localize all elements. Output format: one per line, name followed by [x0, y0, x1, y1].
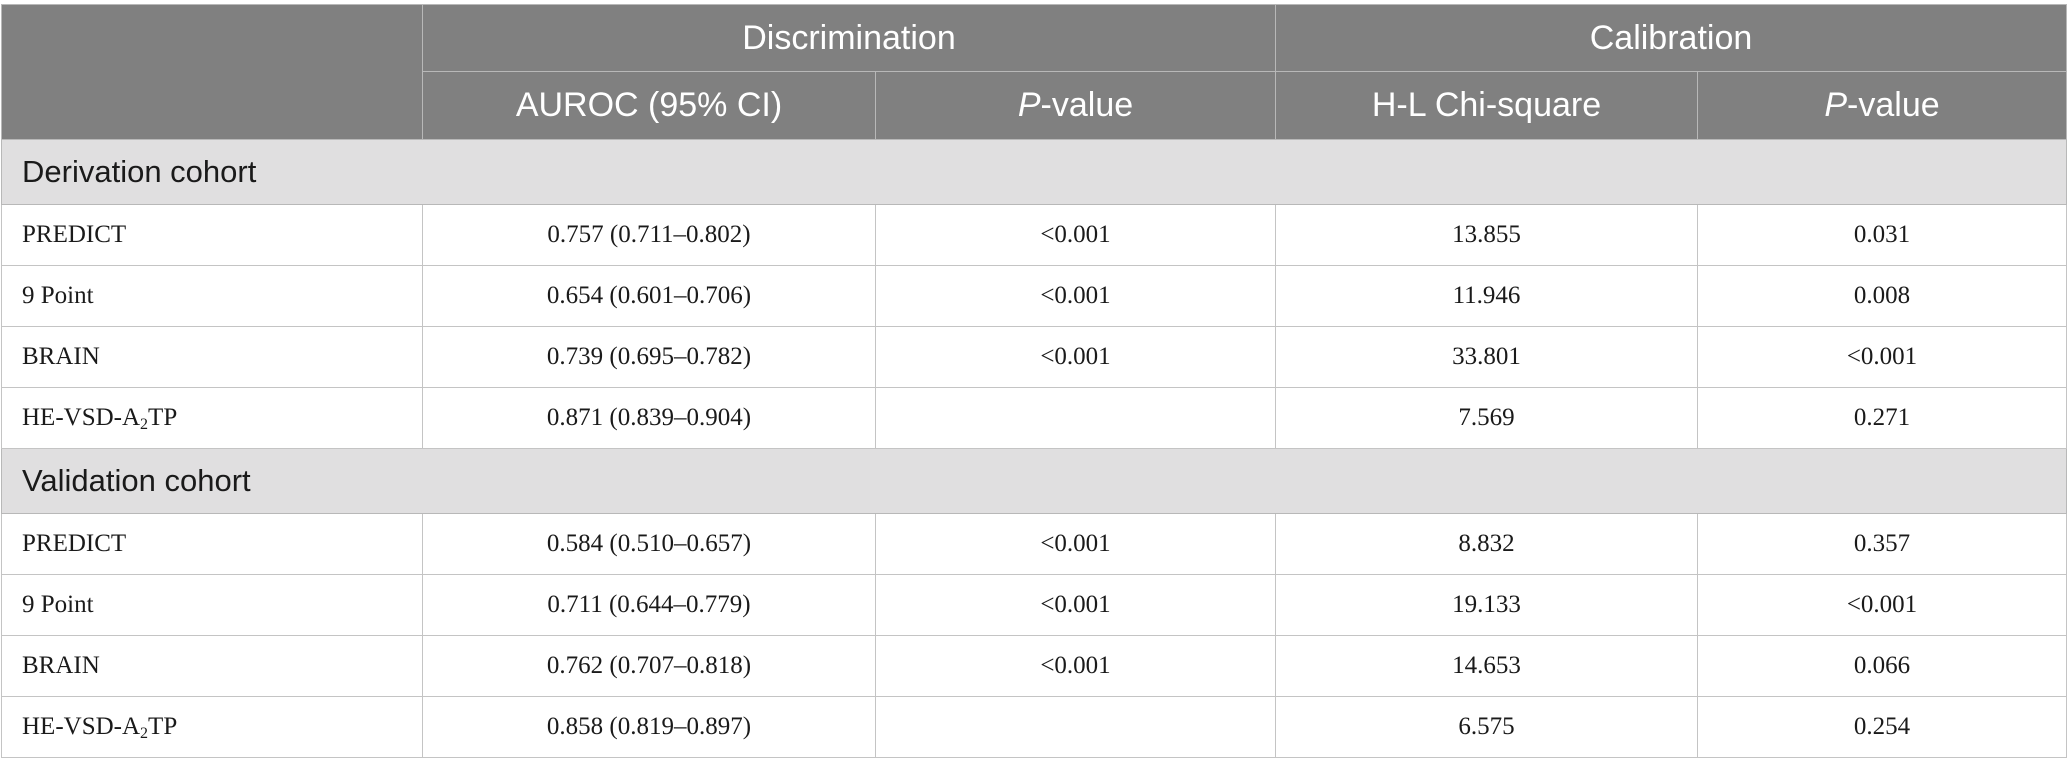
p-italic: P — [1824, 86, 1848, 124]
auroc-value: 0.858 (0.819–0.897) — [422, 696, 876, 758]
table-header: Discrimination Calibration AUROC (95% CI… — [1, 4, 2067, 140]
model-name: PREDICT — [1, 513, 423, 575]
p-value: <0.001 — [875, 326, 1276, 388]
model-name: BRAIN — [1, 635, 423, 697]
section-title-derivation: Derivation cohort — [1, 139, 2067, 205]
hl-value: 33.801 — [1275, 326, 1698, 388]
results-table: Discrimination Calibration AUROC (95% CI… — [1, 4, 2067, 758]
p-rest: -value — [1847, 86, 1940, 124]
p-rest: -value — [1040, 86, 1134, 124]
model-name: HE-VSD-A2TP — [1, 387, 423, 449]
p-cal-value: <0.001 — [1697, 326, 2067, 388]
header-discrimination: Discrimination — [422, 4, 1276, 72]
p-value: <0.001 — [875, 265, 1276, 327]
auroc-value: 0.871 (0.839–0.904) — [422, 387, 876, 449]
hl-value: 8.832 — [1275, 513, 1698, 575]
section-row: Derivation cohort — [1, 139, 2067, 205]
auroc-value: 0.762 (0.707–0.818) — [422, 635, 876, 697]
p-value — [875, 387, 1276, 449]
p-value: <0.001 — [875, 574, 1276, 636]
section-row: Validation cohort — [1, 448, 2067, 514]
model-name: 9 Point — [1, 574, 423, 636]
p-value: <0.001 — [875, 635, 1276, 697]
p-italic: P — [1017, 86, 1041, 124]
header-row-columns: AUROC (95% CI) P-value H-L Chi-square P-… — [2, 71, 2067, 140]
p-value: <0.001 — [875, 513, 1276, 575]
p-cal-value: <0.001 — [1697, 574, 2067, 636]
hl-value: 13.855 — [1275, 204, 1698, 266]
p-cal-value: 0.008 — [1697, 265, 2067, 327]
model-name-post: TP — [148, 713, 178, 740]
auroc-value: 0.711 (0.644–0.779) — [422, 574, 876, 636]
header-hl-chi-square: H-L Chi-square — [1275, 71, 1698, 140]
hl-value: 19.133 — [1275, 574, 1698, 636]
table-row: PREDICT 0.757 (0.711–0.802) <0.001 13.85… — [1, 204, 2067, 266]
model-name: BRAIN — [1, 326, 423, 388]
model-name-sub: 2 — [140, 725, 149, 742]
model-name-sub: 2 — [140, 416, 149, 433]
table-row: 9 Point 0.654 (0.601–0.706) <0.001 11.94… — [1, 265, 2067, 327]
auroc-value: 0.584 (0.510–0.657) — [422, 513, 876, 575]
table-row: HE-VSD-A2TP 0.871 (0.839–0.904) 7.569 0.… — [1, 387, 2067, 449]
p-cal-value: 0.066 — [1697, 635, 2067, 697]
table-row: 9 Point 0.711 (0.644–0.779) <0.001 19.13… — [1, 574, 2067, 636]
p-cal-value: 0.271 — [1697, 387, 2067, 449]
hl-value: 6.575 — [1275, 696, 1698, 758]
table-row: PREDICT 0.584 (0.510–0.657) <0.001 8.832… — [1, 513, 2067, 575]
p-value — [875, 696, 1276, 758]
p-cal-value: 0.357 — [1697, 513, 2067, 575]
p-cal-value: 0.254 — [1697, 696, 2067, 758]
header-blank-cell — [1, 4, 423, 140]
header-p-value-discrimination: P-value — [875, 71, 1276, 140]
auroc-value: 0.757 (0.711–0.802) — [422, 204, 876, 266]
model-name-pre: HE-VSD-A — [22, 713, 141, 740]
auroc-value: 0.654 (0.601–0.706) — [422, 265, 876, 327]
p-value: <0.001 — [875, 204, 1276, 266]
header-p-value-calibration: P-value — [1697, 71, 2067, 140]
model-name-pre: HE-VSD-A — [22, 404, 141, 431]
table-row: BRAIN 0.739 (0.695–0.782) <0.001 33.801 … — [1, 326, 2067, 388]
model-name: HE-VSD-A2TP — [1, 696, 423, 758]
table-row: HE-VSD-A2TP 0.858 (0.819–0.897) 6.575 0.… — [1, 696, 2067, 758]
model-name: 9 Point — [1, 265, 423, 327]
hl-value: 7.569 — [1275, 387, 1698, 449]
model-name: PREDICT — [1, 204, 423, 266]
section-title-validation: Validation cohort — [1, 448, 2067, 514]
auroc-value: 0.739 (0.695–0.782) — [422, 326, 876, 388]
table-body: Derivation cohort PREDICT 0.757 (0.711–0… — [1, 139, 2067, 758]
model-name-post: TP — [148, 404, 178, 431]
header-row-groups: Discrimination Calibration — [1, 4, 2067, 140]
p-cal-value: 0.031 — [1697, 204, 2067, 266]
header-calibration: Calibration — [1275, 4, 2067, 72]
hl-value: 11.946 — [1275, 265, 1698, 327]
hl-value: 14.653 — [1275, 635, 1698, 697]
table-row: BRAIN 0.762 (0.707–0.818) <0.001 14.653 … — [1, 635, 2067, 697]
header-auroc: AUROC (95% CI) — [422, 71, 876, 140]
